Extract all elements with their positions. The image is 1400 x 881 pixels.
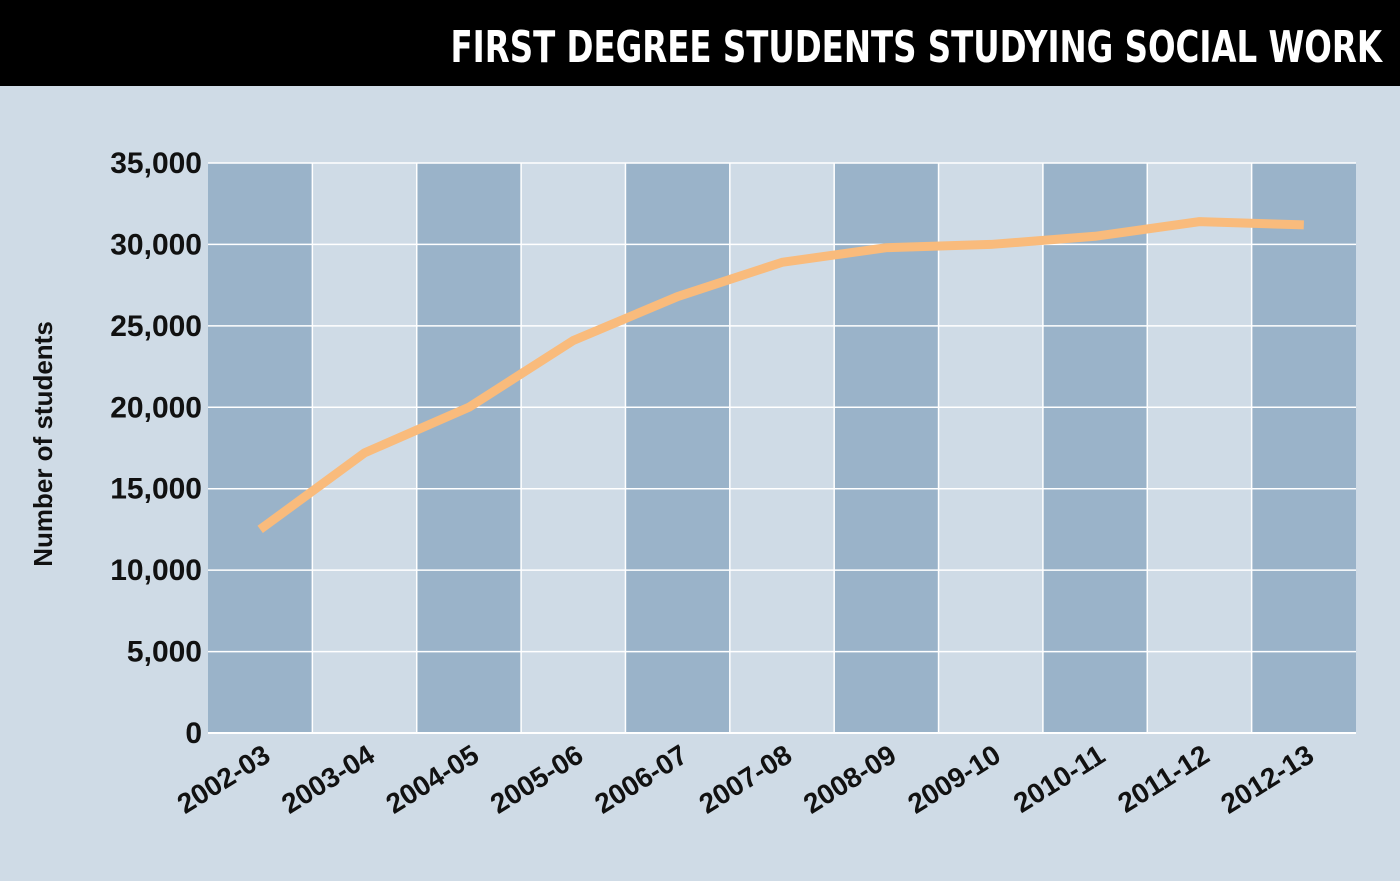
y-tick-label: 20,000	[110, 391, 202, 424]
column-band	[938, 163, 1043, 733]
y-tick-label: 0	[185, 717, 202, 750]
y-axis-label: Number of students	[28, 321, 58, 567]
column-band	[1251, 163, 1356, 733]
y-tick-label: 35,000	[110, 147, 202, 180]
column-band	[208, 163, 313, 733]
column-band	[1042, 163, 1148, 733]
column-band	[625, 163, 730, 733]
y-tick-label: 30,000	[110, 228, 202, 261]
column-band	[834, 163, 939, 733]
y-tick-label: 10,000	[110, 554, 202, 587]
data-line	[257, 217, 1304, 534]
column-band	[729, 163, 835, 733]
y-tick-label: 5,000	[127, 636, 202, 669]
y-tick-label: 25,000	[110, 310, 202, 343]
column-band	[416, 163, 522, 733]
column-band	[521, 163, 626, 733]
y-tick-label: 15,000	[110, 473, 202, 506]
chart-title: FIRST DEGREE STUDENTS STUDYING SOCIAL WO…	[451, 23, 1384, 73]
column-band	[1147, 163, 1252, 733]
plot-area: 0 5,000 10,000 15,000 20,000 25,000 30,000 35,0…	[110, 147, 1356, 820]
header-bar	[0, 0, 1400, 86]
